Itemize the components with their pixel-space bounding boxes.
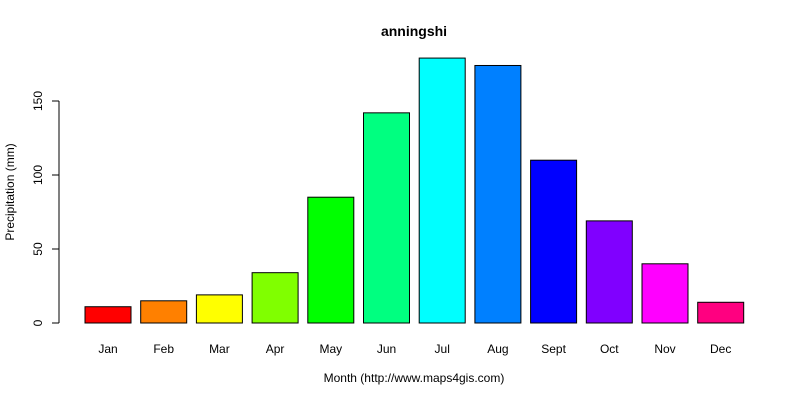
bar-jul (418, 57, 466, 324)
bar-jan (84, 306, 132, 324)
y-tick-label: 150 (31, 91, 45, 111)
x-tick-label: Aug (487, 342, 508, 356)
x-tick-label: Jan (98, 342, 117, 356)
bar-mar (195, 294, 243, 324)
bar-nov (641, 263, 689, 324)
y-tick-label: 100 (31, 165, 45, 185)
x-tick-label: May (319, 342, 342, 356)
x-tick-label: Sept (541, 342, 566, 356)
x-tick-label: Jul (435, 342, 450, 356)
x-tick-label: Mar (209, 342, 230, 356)
x-tick-label: Jun (377, 342, 396, 356)
chart-title: anningshi (381, 23, 447, 39)
bars-group (84, 57, 745, 324)
x-tick-labels: Jan Feb Mar Apr May Jun Jul Aug Sept Oct Nov Dec (98, 342, 731, 356)
y-axis-label: Precipitation (mm) (3, 143, 17, 240)
x-tick-label: Apr (266, 342, 285, 356)
bar-oct (585, 220, 633, 324)
bar-dec (697, 301, 745, 324)
bar-aug (474, 64, 522, 324)
x-tick-label: Dec (710, 342, 731, 356)
y-tick-label: 0 (31, 319, 45, 326)
y-axis: 0 50 100 150 (31, 91, 60, 326)
x-tick-label: Feb (153, 342, 174, 356)
x-tick-label: Nov (654, 342, 675, 356)
bar-may (307, 196, 355, 324)
x-tick-label: Oct (600, 342, 619, 356)
bar-jun (363, 112, 410, 324)
x-axis-label: Month (http://www.maps4gis.com) (324, 371, 505, 385)
bar-sept (530, 159, 578, 324)
bar-apr (251, 272, 299, 324)
bar-feb (140, 300, 188, 324)
y-tick-label: 50 (31, 242, 45, 256)
